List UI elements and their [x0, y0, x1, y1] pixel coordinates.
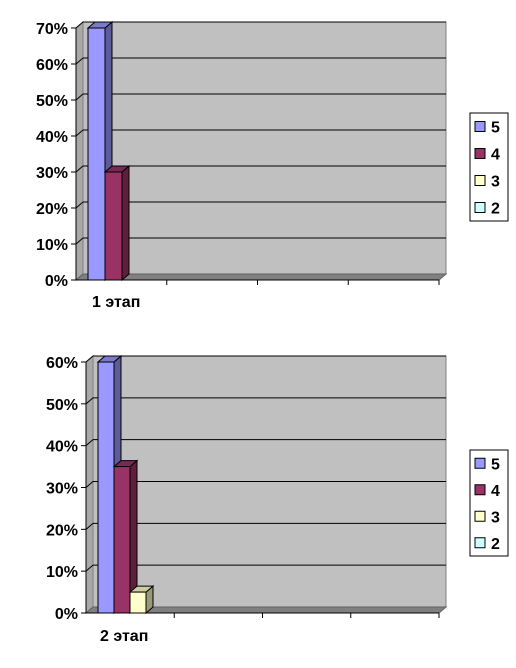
gridline	[75, 201, 446, 209]
bar-side	[121, 164, 130, 282]
gridline	[85, 355, 446, 363]
legend-label: 4	[491, 147, 500, 164]
gridline	[75, 165, 446, 173]
gridline	[75, 93, 446, 101]
bar-2-4	[112, 459, 139, 615]
y-tick-label: 10%	[46, 564, 78, 581]
gridline	[85, 522, 446, 530]
plot-back-wall	[82, 21, 447, 275]
legend-swatch	[474, 484, 486, 496]
chart-1: 70% 60% 50% 40% 30% 20% 10% 0% 1 этап 5 4 3 2	[36, 20, 509, 311]
y-tick-label: 0%	[45, 273, 68, 290]
chart-2: 60% 50% 40% 30% 20% 10% 0% 2 этап 5 4 3 2	[46, 354, 509, 645]
gridline	[75, 237, 446, 245]
category-label: 2 этап	[100, 628, 148, 645]
legend-label: 2	[491, 536, 500, 553]
gridline	[75, 57, 446, 65]
gridline	[75, 21, 446, 29]
gridline	[75, 129, 446, 137]
legend-label: 2	[491, 201, 500, 218]
bar-front	[97, 361, 115, 614]
legend-label: 4	[491, 483, 500, 500]
y-tick-label: 50%	[46, 397, 78, 414]
y-tick-label: 30%	[36, 165, 68, 182]
gridline	[85, 439, 446, 447]
bar-front	[104, 171, 123, 281]
plot-floor	[74, 273, 448, 281]
legend-label: 5	[491, 120, 500, 137]
bar-front	[129, 591, 147, 614]
category-label: 1 этап	[92, 294, 140, 311]
gridline	[85, 564, 446, 572]
legend-label: 3	[491, 509, 500, 526]
legend-swatch	[474, 537, 486, 549]
y-tick-label: 40%	[36, 129, 68, 146]
bar-2-3	[128, 584, 155, 615]
y-tick-label: 20%	[46, 522, 78, 539]
legend-swatch	[474, 148, 486, 159]
y-tick-label: 50%	[36, 93, 68, 110]
legend-swatch	[474, 121, 486, 132]
bar-front	[113, 466, 131, 614]
legend-label: 5	[491, 456, 500, 473]
legend-swatch	[474, 202, 486, 213]
legend-swatch	[474, 457, 486, 469]
bar-1-4	[103, 164, 131, 282]
y-tick-label: 60%	[46, 355, 78, 372]
y-tick-label: 40%	[46, 439, 78, 456]
legend-swatch	[474, 510, 486, 522]
y-tick-label: 20%	[36, 201, 68, 218]
y-tick-label: 0%	[55, 606, 78, 623]
bar-front	[87, 27, 106, 281]
y-tick-label: 10%	[36, 237, 68, 254]
y-tick-label: 70%	[36, 21, 68, 38]
gridline	[85, 481, 446, 488]
y-tick-label: 60%	[36, 57, 68, 74]
legend: 5 4 3 2	[469, 112, 509, 222]
gridline	[85, 397, 446, 405]
y-tick-label: 30%	[46, 481, 78, 498]
legend-label: 3	[491, 174, 500, 191]
legend-swatch	[474, 175, 486, 186]
legend: 5 4 3 2	[469, 449, 509, 557]
